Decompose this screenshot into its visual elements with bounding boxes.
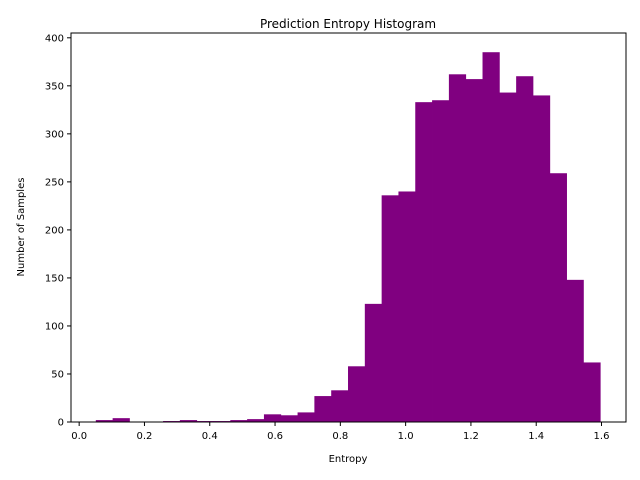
histogram-bar [499, 92, 517, 423]
x-axis-label: Entropy [329, 454, 368, 465]
chart-title: Prediction Entropy Histogram [260, 17, 436, 31]
y-axis-label: Number of Samples [16, 178, 27, 277]
y-tick-label: 300 [45, 129, 64, 140]
y-tick-label: 350 [45, 81, 64, 92]
x-tick-label: 0.6 [267, 431, 283, 442]
y-tick-label: 200 [45, 225, 64, 236]
histogram-bar [331, 390, 349, 422]
y-tick-label: 100 [45, 321, 64, 332]
x-tick-label: 1.6 [594, 431, 610, 442]
histogram-bar [465, 79, 483, 422]
x-tick-label: 0.0 [71, 431, 87, 442]
y-tick-label: 250 [45, 177, 64, 188]
histogram-bar [230, 420, 248, 422]
histogram-bar [448, 74, 467, 423]
histogram-bar [482, 52, 500, 423]
y-tick-label: 400 [45, 33, 64, 44]
y-axis-ticks: 0 50 100 150 200 250 300 350 400 [45, 33, 71, 429]
y-tick-label: 150 [45, 273, 64, 284]
histogram-bar [179, 420, 198, 422]
histogram-bar [532, 95, 551, 423]
histogram-bar [95, 420, 114, 422]
histogram-bar [247, 419, 265, 422]
x-tick-label: 0.4 [202, 431, 218, 442]
x-tick-label: 0.2 [137, 431, 153, 442]
histogram-bar [566, 279, 584, 422]
y-tick-label: 50 [51, 369, 64, 380]
x-tick-label: 0.8 [332, 431, 348, 442]
x-axis-ticks: 0.0 0.2 0.4 0.6 0.8 1.0 1.2 1.4 1.6 [71, 422, 609, 442]
histogram-bar [314, 396, 332, 422]
histogram-bar [549, 173, 567, 422]
x-tick-label: 1.0 [398, 431, 414, 442]
histogram-bar [583, 362, 601, 422]
histogram-bar [112, 418, 130, 422]
histogram-bar [280, 415, 298, 422]
x-tick-label: 1.2 [463, 431, 479, 442]
histogram-bar [297, 412, 315, 422]
plot-frame [70, 32, 627, 423]
histogram-bar [348, 366, 366, 422]
histogram-bar [415, 102, 433, 422]
axes-frame [70, 32, 627, 423]
histogram-bar [432, 100, 450, 422]
y-tick-label: 0 [58, 418, 64, 429]
bars-group [95, 52, 601, 423]
histogram-bar [364, 303, 383, 422]
x-tick-label: 1.4 [528, 431, 544, 442]
histogram-bar [263, 414, 282, 422]
histogram-bar [398, 191, 416, 422]
histogram-bar [381, 195, 399, 422]
histogram-bar [516, 76, 534, 422]
